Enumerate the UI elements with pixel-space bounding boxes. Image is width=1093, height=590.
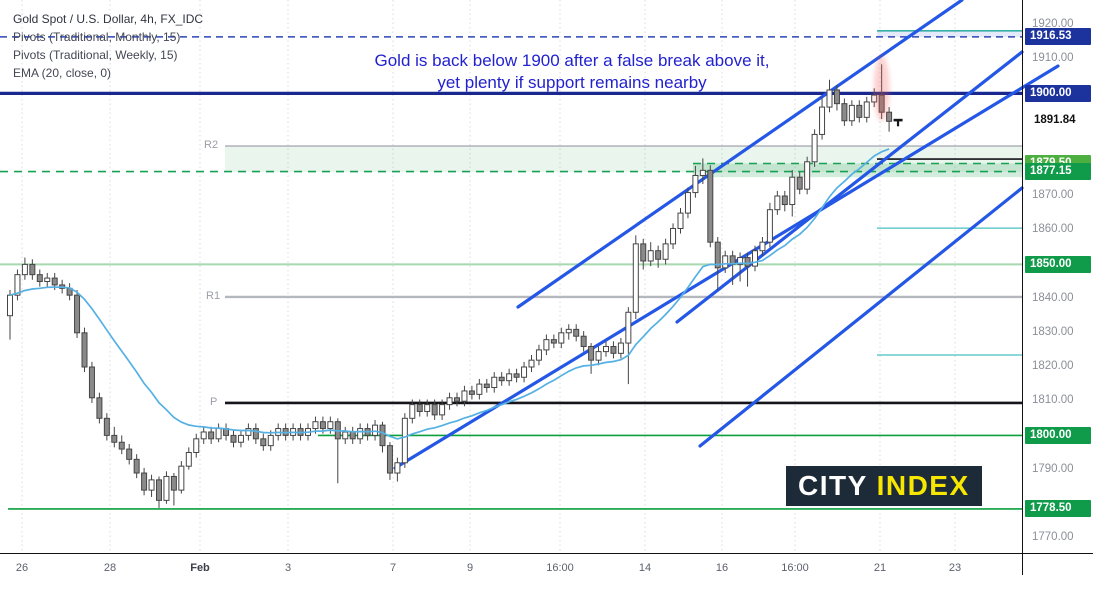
- x-tick-21: 21: [873, 562, 887, 574]
- price-badge-1877.15: 1877.15: [1025, 163, 1091, 181]
- price-badge-1778.5: 1778.50: [1025, 500, 1091, 518]
- analyst-annotation: Gold is back below 1900 after a false br…: [352, 50, 792, 94]
- legend[interactable]: Gold Spot / U.S. Dollar, 4h, FX_IDC Pivo…: [13, 10, 203, 82]
- x-tick-9: 9: [466, 562, 474, 574]
- symbol-title[interactable]: Gold Spot / U.S. Dollar, 4h, FX_IDC: [13, 12, 204, 26]
- price-badge-1800: 1800.00: [1025, 426, 1091, 444]
- last-price-marker: [893, 118, 903, 127]
- ema-line[interactable]: [9, 148, 890, 440]
- x-tick-16:00: 16:00: [546, 562, 574, 574]
- x-tick-7: 7: [389, 562, 397, 574]
- x-tick-23: 23: [948, 562, 962, 574]
- pivot-label-r2: R2: [204, 139, 219, 152]
- logo-city: CITY: [798, 470, 877, 501]
- y-tick-1770: 1770.00: [1032, 531, 1074, 543]
- y-tick-1860: 1860.00: [1032, 223, 1074, 236]
- current-price-label: 1891.84: [1032, 114, 1078, 127]
- city-index-logo: CITY INDEX: [786, 466, 982, 506]
- indicator-pivots-monthly[interactable]: Pivots (Traditional, Monthly, 15): [13, 30, 181, 44]
- y-tick-1810: 1810.00: [1032, 394, 1074, 407]
- x-tick-16: 16: [715, 562, 729, 574]
- x-tick-26: 26: [15, 562, 29, 574]
- indicator-pivots-weekly[interactable]: Pivots (Traditional, Weekly, 15): [13, 48, 178, 62]
- time-axis[interactable]: 26 28 Feb 3 7 9 16:00 14 16 16:00 21 23: [0, 553, 1093, 590]
- y-tick-1910: 1910.00: [1032, 52, 1074, 65]
- y-tick-1870: 1870.00: [1032, 189, 1074, 201]
- price-badge-1850: 1850.00: [1025, 255, 1091, 273]
- x-tick-14: 14: [638, 562, 652, 574]
- price-levels[interactable]: [0, 30, 1022, 510]
- pivot-label-p: P: [210, 395, 218, 408]
- x-tick-3: 3: [284, 562, 292, 574]
- false-break-highlight[interactable]: [873, 55, 890, 122]
- candles-layer: [7, 64, 893, 508]
- annotation-line-1: Gold is back below 1900 after a false br…: [374, 51, 770, 70]
- price-axis[interactable]: 1920.00 1910.00 1870.00 1860.00 1840.00 1830.…: [1022, 0, 1093, 575]
- logo-index: INDEX: [876, 470, 970, 501]
- price-badge-1916.53: 1916.53: [1025, 28, 1091, 46]
- y-tick-1920: 1920.00: [1032, 18, 1074, 30]
- y-tick-1790: 1790.00: [1032, 462, 1074, 475]
- indicator-ema[interactable]: EMA (20, close, 0): [13, 66, 112, 80]
- y-tick-1840: 1840.00: [1032, 291, 1074, 304]
- annotation-line-2: yet plenty if support remains nearby: [437, 73, 707, 92]
- x-tick-Feb: Feb: [190, 562, 210, 574]
- y-tick-1830: 1830.00: [1032, 325, 1074, 338]
- pivot-label-r1: R1: [206, 289, 221, 302]
- x-tick-28: 28: [103, 562, 117, 574]
- y-tick-1820: 1820.00: [1032, 360, 1074, 372]
- price-badge-1900: 1900.00: [1025, 84, 1091, 102]
- x-tick-16:00: 16:00: [781, 562, 809, 574]
